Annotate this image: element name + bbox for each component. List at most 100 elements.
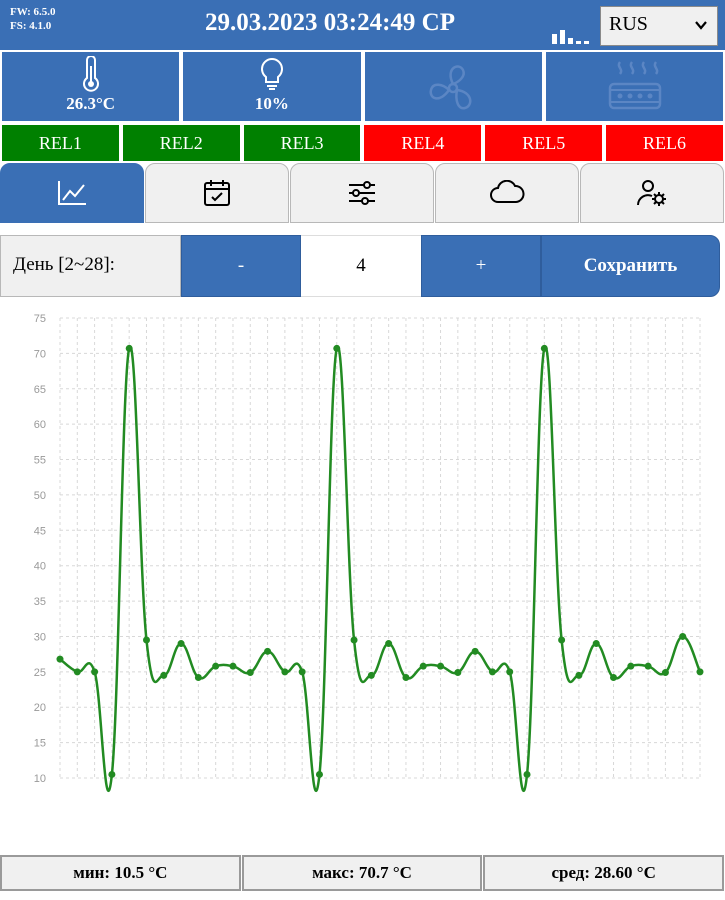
y-tick-label: 40 <box>34 561 46 573</box>
datetime-display: 29.03.2023 03:24:49 СР <box>205 9 455 36</box>
tab-settings-sliders[interactable] <box>290 163 434 223</box>
data-point <box>91 668 99 676</box>
data-point <box>679 632 687 640</box>
data-point <box>194 674 202 682</box>
data-point <box>661 669 669 677</box>
data-point <box>558 636 566 644</box>
stat-min: мин: 10.5 °C <box>0 855 241 891</box>
fs-version: FS: 4.1.0 <box>10 20 52 32</box>
data-point <box>333 344 341 352</box>
tab-chart[interactable] <box>0 163 144 223</box>
relay-6-button[interactable]: REL6 <box>604 123 725 163</box>
data-point <box>402 674 410 682</box>
thermometer-icon <box>82 56 99 92</box>
y-tick-label: 55 <box>34 455 46 467</box>
relay-bar: REL1 REL2 REL3 REL4 REL5 REL6 <box>0 123 725 163</box>
decrement-button[interactable]: - <box>181 235 301 297</box>
y-tick-label: 75 <box>34 313 46 325</box>
header-bar: FW: 6.5.0 FS: 4.1.0 29.03.2023 03:24:49 … <box>0 0 725 50</box>
temperature-chart: 10 15 20 25 30 35 40 45 50 55 60 65 70 75 <box>34 313 704 793</box>
light-value: 10% <box>254 94 289 113</box>
relay-5-button[interactable]: REL5 <box>483 123 605 163</box>
data-point <box>523 770 531 778</box>
y-tick-label: 15 <box>34 738 46 750</box>
y-tick-label: 25 <box>34 667 46 679</box>
y-tick-label: 60 <box>34 419 46 431</box>
tab-bar <box>0 163 725 223</box>
tab-user-settings[interactable] <box>580 163 724 223</box>
data-point <box>350 636 358 644</box>
y-tick-label: 10 <box>34 773 46 785</box>
tab-calendar[interactable] <box>145 163 289 223</box>
data-point <box>419 662 427 670</box>
language-value: RUS <box>609 13 648 35</box>
chart-y-axis: 10 15 20 25 30 35 40 45 50 55 60 65 70 75 <box>34 313 46 785</box>
data-point <box>488 668 496 676</box>
data-point <box>471 647 479 655</box>
series-line <box>59 345 702 793</box>
heater-icon <box>609 61 662 110</box>
data-point <box>437 662 445 670</box>
data-point <box>177 640 185 648</box>
language-select[interactable]: RUS <box>600 6 718 46</box>
sensor-tiles: 26.3°C 10% <box>0 50 725 123</box>
sensor-fan <box>362 50 544 123</box>
data-point <box>315 770 323 778</box>
calendar-icon <box>204 180 230 206</box>
increment-button[interactable]: + <box>421 235 541 297</box>
data-point <box>506 668 514 676</box>
firmware-info: FW: 6.5.0 FS: 4.1.0 <box>10 5 56 33</box>
data-point <box>212 662 220 670</box>
data-point <box>264 647 272 655</box>
sensor-heater <box>543 50 725 123</box>
data-point <box>229 662 237 670</box>
y-tick-label: 30 <box>34 631 46 643</box>
relay-3-button[interactable]: REL3 <box>241 123 363 163</box>
y-tick-label: 70 <box>34 348 46 360</box>
chart-series <box>56 344 704 793</box>
save-button[interactable]: Сохранить <box>541 235 720 297</box>
data-point <box>73 668 81 676</box>
day-control-row: День [2~28]: - 4 + Сохранить <box>0 235 720 297</box>
chart-icon <box>58 181 86 205</box>
lightbulb-icon <box>260 57 283 90</box>
fan-icon <box>429 65 472 110</box>
stats-bar: мин: 10.5 °C макс: 70.7 °C сред: 28.60 °… <box>0 855 725 891</box>
user-settings-icon <box>637 180 666 206</box>
data-point <box>142 636 150 644</box>
stat-avg: сред: 28.60 °C <box>483 855 725 891</box>
chart-grid <box>59 317 701 779</box>
y-tick-label: 45 <box>34 525 46 537</box>
sensor-temperature: 26.3°C <box>0 50 182 123</box>
data-point <box>592 640 600 648</box>
data-point <box>696 668 704 676</box>
relay-4-button[interactable]: REL4 <box>362 123 484 163</box>
sliders-icon <box>349 181 375 205</box>
data-point <box>281 668 289 676</box>
data-point <box>160 671 168 679</box>
data-point <box>627 662 635 670</box>
y-tick-label: 50 <box>34 490 46 502</box>
stat-max: макс: 70.7 °C <box>241 855 483 891</box>
data-point <box>246 669 254 677</box>
data-point <box>540 344 548 352</box>
data-point <box>610 674 618 682</box>
data-point <box>454 669 462 677</box>
data-point <box>108 770 116 778</box>
day-value-input[interactable]: 4 <box>301 235 421 297</box>
cloud-icon <box>490 180 525 203</box>
data-point <box>367 671 375 679</box>
relay-2-button[interactable]: REL2 <box>120 123 242 163</box>
temperature-value: 26.3°C <box>66 94 116 113</box>
data-point <box>125 344 133 352</box>
fw-version: FW: 6.5.0 <box>10 6 56 18</box>
y-tick-label: 65 <box>34 384 46 396</box>
signal-strength-icon <box>552 30 589 44</box>
sensor-light: 10% <box>181 50 363 123</box>
relay-1-button[interactable]: REL1 <box>0 123 121 163</box>
y-tick-label: 20 <box>34 702 46 714</box>
tab-cloud[interactable] <box>435 163 579 223</box>
data-point <box>385 640 393 648</box>
day-label: День [2~28]: <box>0 235 181 297</box>
data-point <box>56 655 64 663</box>
